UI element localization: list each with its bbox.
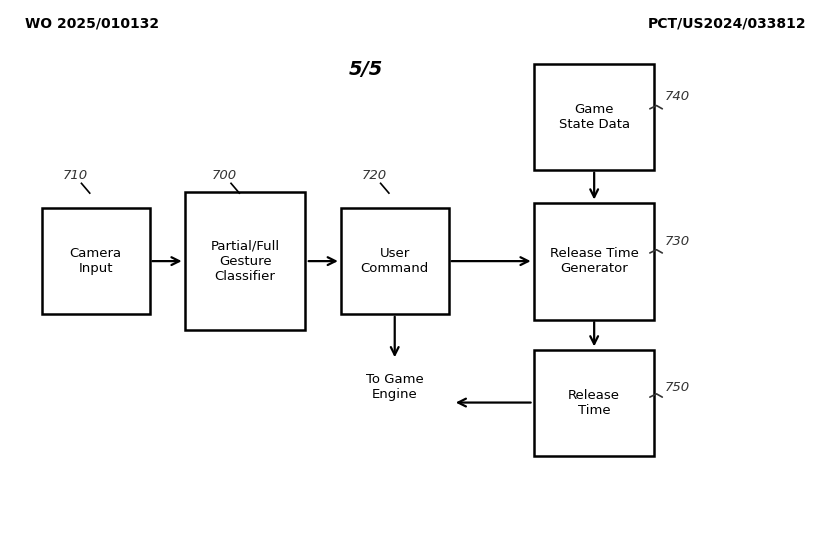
Text: PCT/US2024/033812: PCT/US2024/033812 <box>647 16 806 30</box>
Bar <box>341 208 449 314</box>
Text: 5/5: 5/5 <box>348 60 383 79</box>
Text: 740: 740 <box>665 90 690 103</box>
Bar <box>184 192 305 330</box>
Bar <box>42 208 150 314</box>
Text: 700: 700 <box>212 169 237 182</box>
Text: Camera
Input: Camera Input <box>70 247 121 275</box>
Text: 720: 720 <box>361 169 386 182</box>
Bar <box>534 349 655 456</box>
Text: 750: 750 <box>665 381 690 394</box>
Text: Partial/Full
Gesture
Classifier: Partial/Full Gesture Classifier <box>210 239 280 283</box>
Text: 730: 730 <box>665 234 690 248</box>
Bar <box>534 202 655 320</box>
Text: Game
State Data: Game State Data <box>558 103 630 131</box>
Bar <box>534 64 655 170</box>
Text: Release Time
Generator: Release Time Generator <box>550 247 638 275</box>
Text: User
Command: User Command <box>361 247 429 275</box>
Text: 710: 710 <box>62 169 87 182</box>
Text: Release
Time: Release Time <box>568 388 620 417</box>
Text: To Game
Engine: To Game Engine <box>366 373 424 400</box>
Text: WO 2025/010132: WO 2025/010132 <box>25 16 159 30</box>
